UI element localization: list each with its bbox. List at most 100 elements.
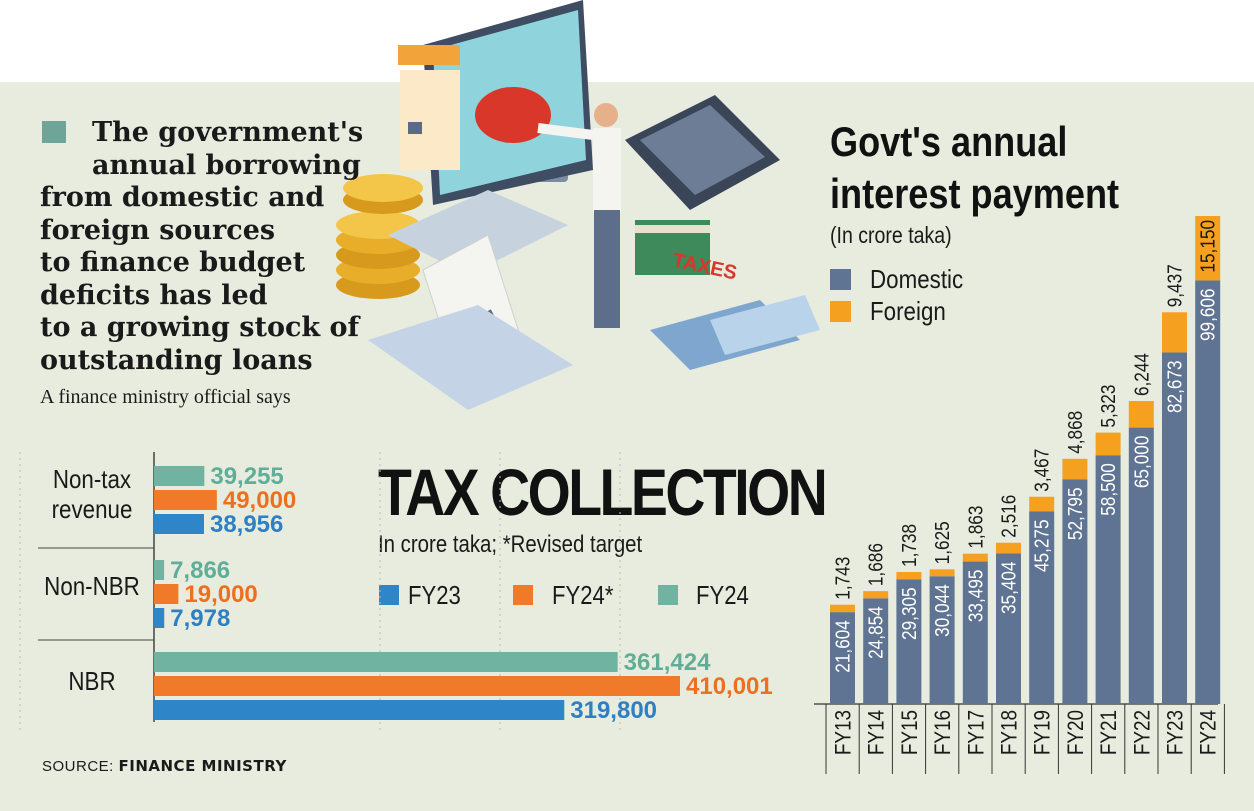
source-prefix: SOURCE: bbox=[42, 758, 114, 775]
payment-terminal-illustration bbox=[625, 95, 820, 370]
tax-bar bbox=[154, 700, 565, 720]
legend-label-foreign: Foreign bbox=[870, 296, 946, 326]
cash-icon bbox=[635, 220, 710, 275]
monitor-icon bbox=[423, 0, 593, 205]
approved-card-icon bbox=[398, 45, 460, 170]
quote-line-7: to a growing stock of bbox=[40, 312, 360, 343]
legend-swatch-foreign bbox=[830, 301, 851, 322]
person-icon bbox=[537, 103, 621, 328]
document-icon bbox=[368, 305, 573, 410]
interest-foreign-bar bbox=[1062, 458, 1088, 480]
interest-domestic-value-label: 33,495 bbox=[964, 570, 987, 623]
interest-foreign-value-label: 1,625 bbox=[931, 521, 954, 564]
interest-domestic-bar bbox=[896, 579, 922, 704]
interest-foreign-value-label: 4,868 bbox=[1064, 411, 1087, 454]
tax-value-label: 49,000 bbox=[223, 487, 296, 514]
interest-foreign-value-label: 5,323 bbox=[1097, 385, 1120, 428]
quote-line-3: from domestic and bbox=[40, 182, 325, 213]
tax-value-label: 361,424 bbox=[624, 649, 711, 676]
interest-foreign-bar bbox=[929, 569, 955, 577]
interest-foreign-bar bbox=[996, 542, 1021, 554]
legend-label-fy24-revised: FY24* bbox=[552, 580, 614, 610]
tax-bar bbox=[154, 608, 165, 628]
tax-chart-title: TAX COLLECTION bbox=[378, 455, 828, 529]
interest-payment-chart: 21,604 1,743 FY13 24,854 1,686 FY14 29,305 1,73… bbox=[814, 216, 1225, 774]
interest-category-label: FY21 bbox=[1097, 710, 1122, 755]
interest-foreign-bar bbox=[863, 591, 889, 599]
interest-domestic-value-label: 65,000 bbox=[1130, 436, 1153, 489]
interest-foreign-bar bbox=[896, 571, 922, 580]
interest-domestic-bar bbox=[1062, 479, 1088, 704]
interest-foreign-value-label: 1,743 bbox=[831, 557, 854, 600]
interest-domestic-bar bbox=[1162, 352, 1187, 704]
quote-line-1: The government's bbox=[92, 117, 364, 148]
quote-line-2: annual borrowing bbox=[92, 150, 361, 181]
interest-foreign-bar bbox=[1128, 401, 1154, 428]
interest-domestic-value-label: 52,795 bbox=[1064, 487, 1087, 540]
interest-chart-subtitle: (In crore taka) bbox=[830, 222, 952, 248]
tax-value-label: 39,255 bbox=[210, 463, 283, 490]
interest-domestic-value-label: 29,305 bbox=[898, 587, 921, 640]
interest-foreign-bar bbox=[1195, 216, 1221, 281]
payment-terminal-icon bbox=[625, 95, 780, 210]
interest-foreign-value-label: 2,516 bbox=[997, 495, 1020, 538]
interest-domestic-value-label: 35,404 bbox=[997, 561, 1020, 614]
interest-category-label: FY17 bbox=[964, 710, 989, 755]
interest-domestic-bar bbox=[863, 598, 889, 704]
interest-domestic-value-label: 30,044 bbox=[931, 584, 954, 637]
source-name: FINANCE MINISTRY bbox=[118, 757, 287, 775]
interest-foreign-value-label: 15,150 bbox=[1196, 220, 1219, 273]
interest-domestic-bar bbox=[1029, 511, 1055, 704]
tax-bar bbox=[154, 584, 179, 604]
tax-value-label: 7,978 bbox=[170, 605, 230, 632]
tax-bar bbox=[154, 560, 165, 580]
quote-line-6: deficits has led bbox=[40, 280, 268, 311]
interest-domestic-value-label: 21,604 bbox=[831, 620, 854, 673]
tax-chart-subtitle: In crore taka; *Revised target bbox=[378, 531, 643, 558]
interest-category-label: FY24 bbox=[1196, 710, 1221, 755]
interest-category-label: FY19 bbox=[1030, 710, 1055, 755]
tax-bar bbox=[154, 466, 205, 486]
tax-value-label: 19,000 bbox=[184, 581, 257, 608]
illustration bbox=[336, 0, 621, 410]
legend-label-fy24: FY24 bbox=[696, 580, 749, 610]
quote-line-8: outstanding loans bbox=[40, 345, 313, 376]
quote-marker bbox=[42, 121, 66, 143]
interest-chart-title-line1: Govt's annual bbox=[830, 118, 1068, 165]
legend-label-fy23: FY23 bbox=[408, 580, 461, 610]
interest-foreign-bar bbox=[830, 604, 855, 613]
interest-domestic-value-label: 99,606 bbox=[1196, 288, 1219, 341]
interest-category-label: FY16 bbox=[931, 710, 956, 755]
tax-bar bbox=[154, 676, 680, 696]
legend-swatch-fy24-revised bbox=[513, 585, 533, 605]
interest-domestic-bar bbox=[929, 576, 955, 704]
interest-foreign-value-label: 1,686 bbox=[864, 543, 887, 586]
interest-domestic-bar bbox=[962, 561, 988, 704]
interest-category-label: FY18 bbox=[997, 710, 1022, 755]
tax-value-label: 410,001 bbox=[686, 673, 773, 700]
interest-domestic-bar bbox=[1128, 427, 1154, 704]
interest-domestic-value-label: 82,673 bbox=[1163, 360, 1186, 413]
quote-attribution: A finance ministry official says bbox=[40, 386, 291, 408]
interest-foreign-value-label: 9,437 bbox=[1163, 264, 1186, 307]
tax-value-label: 38,956 bbox=[210, 511, 283, 538]
tax-bar bbox=[154, 514, 204, 534]
quote-line-4: foreign sources bbox=[40, 215, 276, 246]
interest-domestic-bar bbox=[1095, 455, 1121, 704]
interest-domestic-value-label: 45,275 bbox=[1030, 519, 1053, 572]
interest-category-label: FY14 bbox=[864, 710, 889, 755]
interest-foreign-value-label: 1,863 bbox=[964, 506, 987, 549]
interest-domestic-bar bbox=[830, 612, 855, 704]
interest-category-label: FY23 bbox=[1163, 710, 1188, 755]
legend-swatch-domestic bbox=[830, 269, 851, 290]
tax-category-label: NBR bbox=[68, 667, 115, 696]
tax-value-label: 7,866 bbox=[170, 557, 230, 584]
interest-domestic-value-label: 24,854 bbox=[864, 606, 887, 659]
keyboard-icon bbox=[388, 190, 568, 275]
interest-domestic-bar bbox=[996, 553, 1021, 704]
tax-category-label: Non-tax bbox=[53, 465, 131, 494]
interest-foreign-value-label: 3,467 bbox=[1030, 449, 1053, 492]
legend-swatch-fy24 bbox=[658, 585, 678, 605]
interest-domestic-bar bbox=[1195, 280, 1221, 704]
interest-category-label: FY15 bbox=[898, 710, 923, 755]
